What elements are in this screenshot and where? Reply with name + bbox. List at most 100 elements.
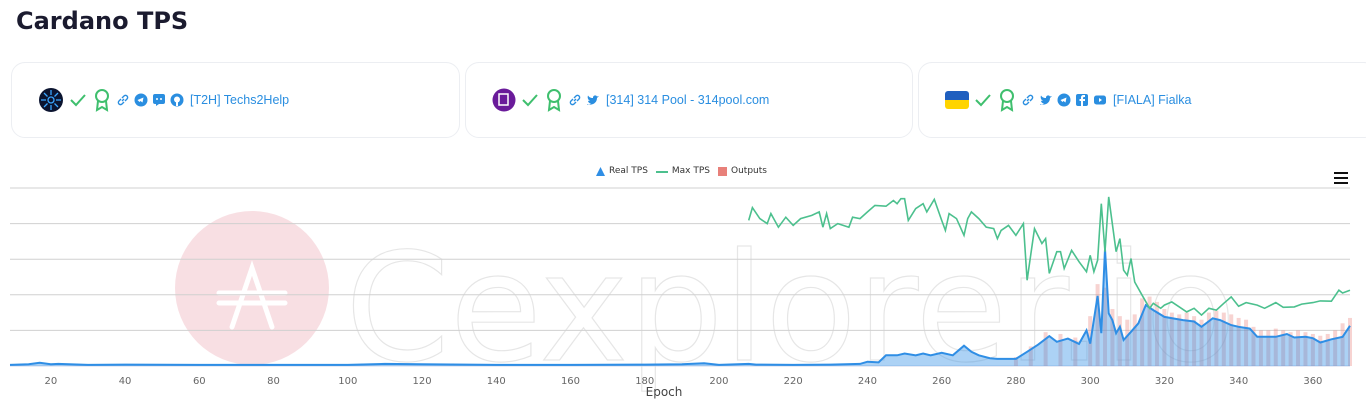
x-tick-label: 300 <box>1081 376 1100 387</box>
outputs-bar <box>1043 332 1048 366</box>
outputs-bar <box>1169 312 1174 366</box>
max-tps-series <box>747 196 1351 317</box>
real-tps-line <box>9 249 1351 366</box>
outputs-bar <box>1273 328 1278 366</box>
x-tick-label: 180 <box>635 376 654 387</box>
outputs-bar <box>1132 314 1137 366</box>
legend-max-tps[interactable]: Max TPS <box>655 166 711 176</box>
outputs-bar <box>1199 319 1204 366</box>
x-tick-label: 60 <box>193 376 206 387</box>
outputs-bar <box>1251 326 1256 366</box>
outputs-bar <box>1333 330 1338 366</box>
x-tick-label: 140 <box>487 376 506 387</box>
legend-label: Max TPS <box>671 166 711 176</box>
outputs-bar <box>1177 314 1182 366</box>
outputs-bar <box>1095 284 1100 366</box>
outputs-bar <box>1028 346 1033 366</box>
outputs-bar <box>1348 317 1352 366</box>
x-tick-label: 320 <box>1155 376 1174 387</box>
outputs-bar <box>1281 330 1286 366</box>
outputs-bar <box>1125 319 1130 366</box>
pool-name-link[interactable]: [314] 314 Pool - 314pool.com <box>606 93 770 107</box>
outputs-bar <box>1013 357 1018 366</box>
link-icon[interactable] <box>116 93 130 107</box>
x-tick-label: 360 <box>1303 376 1322 387</box>
outputs-bar <box>1147 296 1152 366</box>
grid-lines <box>10 187 1350 367</box>
x-tick-label: 120 <box>412 376 431 387</box>
cexplorer-watermark: Cexplorer.io <box>175 211 1237 397</box>
link-icon[interactable] <box>1021 93 1035 107</box>
award-icon <box>92 88 112 112</box>
ukraine-flag-avatar <box>945 91 969 109</box>
x-tick-label: 160 <box>561 376 580 387</box>
outputs-bar <box>1303 332 1308 366</box>
discord-icon[interactable] <box>152 93 166 107</box>
x-tick-label: 240 <box>858 376 877 387</box>
link-icon[interactable] <box>568 93 582 107</box>
x-tick-label: 80 <box>267 376 280 387</box>
real-tps-series <box>9 249 1351 366</box>
triangle-icon <box>596 166 605 176</box>
real-tps-area <box>10 249 1350 366</box>
telegram-icon[interactable] <box>134 93 148 107</box>
x-tick-label: 100 <box>338 376 357 387</box>
youtube-icon[interactable] <box>1093 93 1107 107</box>
pool-card-t2h[interactable]: [T2H] Techs2Help <box>11 62 460 138</box>
github-icon[interactable] <box>170 93 184 107</box>
outputs-bar <box>1154 301 1159 366</box>
outputs-bar <box>1236 317 1241 366</box>
chart-menu-button[interactable] <box>1334 172 1348 184</box>
outputs-bar <box>1162 309 1167 366</box>
outputs-bar <box>1258 330 1263 366</box>
twitter-icon[interactable] <box>586 93 600 107</box>
outputs-bar <box>1244 319 1249 366</box>
outputs-bar <box>1073 337 1078 366</box>
check-icon <box>68 90 88 110</box>
x-tick-label: 20 <box>44 376 57 387</box>
check-icon <box>520 90 540 110</box>
page-title: Cardano TPS <box>16 7 189 35</box>
twitter-icon[interactable] <box>1039 93 1053 107</box>
outputs-bar <box>1117 316 1122 366</box>
outputs-bar <box>1340 323 1345 366</box>
award-icon <box>997 88 1017 112</box>
outputs-bar <box>1192 316 1197 366</box>
pool-card-fiala[interactable]: [FIALA] Fialka <box>918 62 1366 138</box>
line-icon <box>655 170 668 173</box>
x-tick-label: 340 <box>1229 376 1248 387</box>
x-tick-label: 280 <box>1006 376 1025 387</box>
facebook-icon[interactable] <box>1075 93 1089 107</box>
outputs-bar <box>1310 333 1315 366</box>
svg-text:Cexplorer.io: Cexplorer.io <box>345 222 1237 396</box>
pool-name-link[interactable]: [T2H] Techs2Help <box>190 93 290 107</box>
legend-real-tps[interactable]: Real TPS <box>596 166 648 176</box>
314-logo-avatar <box>492 88 516 112</box>
pool-name-link[interactable]: [FIALA] Fialka <box>1113 93 1192 107</box>
outputs-bar <box>1221 312 1226 366</box>
square-icon <box>718 166 728 176</box>
outputs-bar <box>1103 287 1108 366</box>
x-tick-label: 220 <box>784 376 803 387</box>
outputs-bar <box>1296 330 1301 366</box>
t2h-logo-avatar <box>38 87 64 113</box>
outputs-bar <box>1214 310 1219 366</box>
legend-label: Outputs <box>731 166 767 176</box>
telegram-icon[interactable] <box>1057 93 1071 107</box>
outputs-bar <box>1325 333 1330 366</box>
x-tick-label: 260 <box>932 376 951 387</box>
outputs-bar <box>1206 312 1211 366</box>
outputs-bar <box>1058 333 1063 366</box>
outputs-bar <box>1229 314 1234 366</box>
x-tick-label: 40 <box>119 376 132 387</box>
legend-outputs[interactable]: Outputs <box>718 166 767 176</box>
x-axis-label: Epoch <box>646 385 683 399</box>
x-tick-label: 200 <box>709 376 728 387</box>
chart-legend: Real TPS Max TPS Outputs <box>596 166 767 176</box>
outputs-bar <box>1266 330 1271 366</box>
outputs-series <box>1013 284 1352 366</box>
pool-card-314[interactable]: [314] 314 Pool - 314pool.com <box>465 62 913 138</box>
outputs-bar <box>1140 298 1145 366</box>
check-icon <box>973 90 993 110</box>
